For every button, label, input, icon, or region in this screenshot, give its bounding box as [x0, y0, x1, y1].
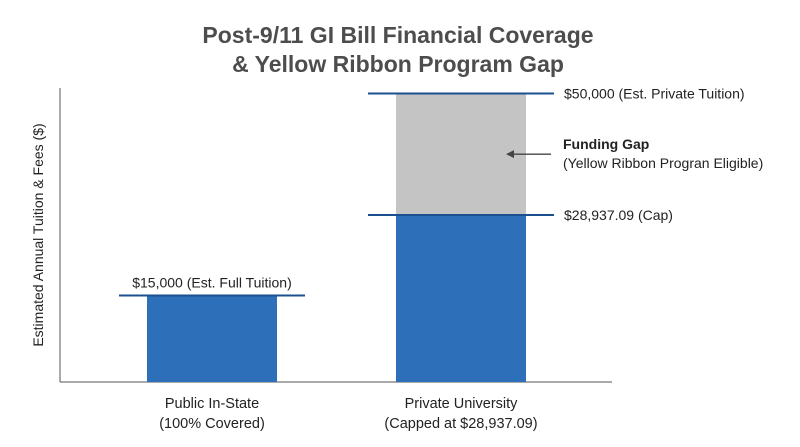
funding-gap-arrowhead — [506, 150, 514, 159]
bar-gap-1 — [396, 93, 526, 216]
y-axis-label: Estimated Annual Tuition & Fees ($) — [30, 123, 46, 346]
reference-label-1: $50,000 (Est. Private Tuition) — [564, 85, 745, 101]
reference-label-0: $15,000 (Est. Full Tuition) — [132, 274, 292, 290]
funding-gap-subtitle: (Yellow Ribbon Progran Eligible) — [563, 155, 763, 171]
reference-label-2: $28,937.09 (Cap) — [564, 207, 673, 223]
chart-title-line-1: Post-9/11 GI Bill Financial Coverage — [202, 22, 593, 48]
funding-gap-title: Funding Gap — [563, 136, 649, 152]
x-tick-label-0-1: (100% Covered) — [159, 416, 265, 432]
chart-title-line-2: & Yellow Ribbon Program Gap — [232, 51, 564, 77]
bar-covered-0 — [147, 295, 277, 382]
x-tick-label-1-0: Private University — [405, 396, 519, 412]
bar-covered-1 — [396, 215, 526, 382]
x-tick-label-1-1: (Capped at $28,937.09) — [384, 416, 537, 432]
x-tick-label-0-0: Public In-State — [165, 396, 259, 412]
